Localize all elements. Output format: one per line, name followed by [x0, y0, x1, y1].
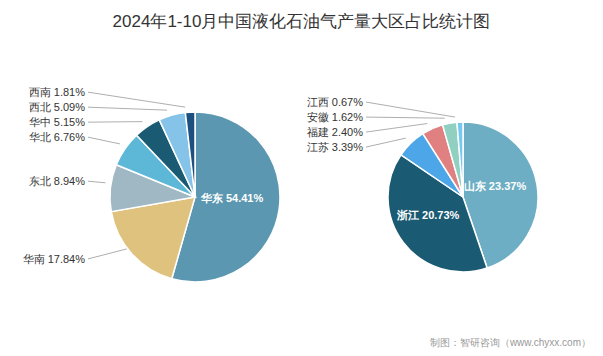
html-text:制图：智研咨询（www.chyxx.com）: 制图：智研咨询（www.chyxx.com）: [429, 337, 591, 348]
svg-text:西北 5.09%: 西北 5.09%: [29, 101, 85, 113]
svg-text:福建 2.40%: 福建 2.40%: [307, 126, 363, 138]
svg-text:华东 54.41%: 华东 54.41%: [200, 192, 264, 204]
svg-text:安徽 1.62%: 安徽 1.62%: [307, 111, 363, 123]
svg-text:江西 0.67%: 江西 0.67%: [307, 96, 363, 108]
svg-text:华中 5.15%: 华中 5.15%: [29, 116, 85, 128]
svg-text:江苏 3.39%: 江苏 3.39%: [307, 141, 363, 153]
svg-text:东北 8.94%: 东北 8.94%: [29, 175, 85, 187]
svg-text:山东 23.37%: 山东 23.37%: [464, 180, 527, 192]
svg-text:华北 6.76%: 华北 6.76%: [29, 131, 85, 143]
svg-text:浙江 20.73%: 浙江 20.73%: [396, 209, 460, 221]
html-text:2024年1-10月中国液化石油气产量大区占比统计图: 2024年1-10月中国液化石油气产量大区占比统计图: [112, 12, 491, 31]
svg-text:华南 17.84%: 华南 17.84%: [23, 253, 86, 265]
svg-text:西南 1.81%: 西南 1.81%: [29, 86, 85, 98]
